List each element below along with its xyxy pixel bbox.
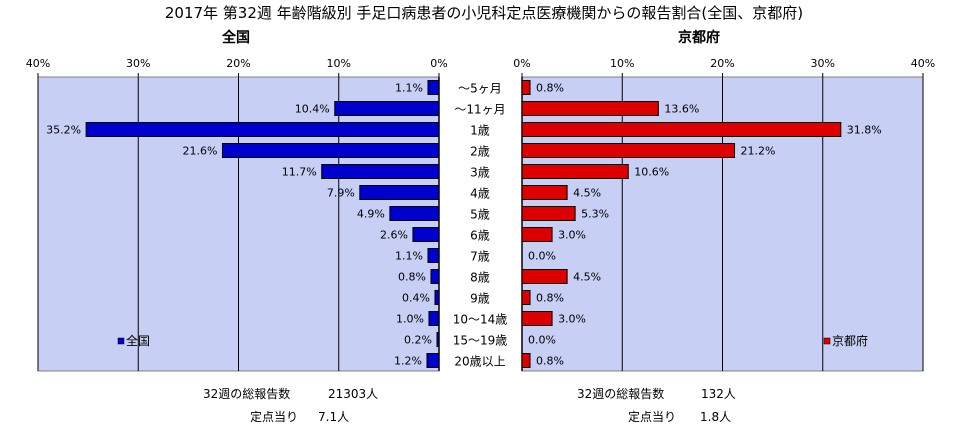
category-label: ～5ヶ月	[458, 82, 502, 96]
kyoto-bar	[521, 311, 553, 326]
kyoto-bar	[521, 80, 531, 95]
kyoto-panel-title: 京都府	[678, 30, 720, 46]
national-tick-label: 10%	[327, 57, 351, 70]
national-data-label: 0.8%	[398, 271, 426, 284]
category-label: 4歳	[470, 187, 490, 201]
kyoto-bar	[521, 227, 553, 242]
national-total-value: 21303人	[328, 387, 379, 401]
kyoto-total-label: 32週の総報告数	[577, 387, 665, 401]
national-tick-label: 0%	[430, 57, 447, 70]
kyoto-data-label: 5.3%	[581, 208, 609, 221]
kyoto-total-value: 132人	[701, 387, 736, 401]
category-label: 20歳以上	[454, 355, 505, 369]
kyoto-bar	[521, 185, 568, 200]
national-data-label: 35.2%	[46, 124, 81, 137]
national-data-label: 11.7%	[282, 166, 317, 179]
kyoto-data-label: 4.5%	[573, 187, 601, 200]
national-data-label: 0.2%	[404, 334, 432, 347]
national-bar	[389, 206, 440, 221]
chart-title: 2017年 第32週 年齢階級別 手足口病患者の小児科定点医療機関からの報告割合…	[164, 4, 804, 22]
category-label: 5歳	[470, 208, 490, 222]
category-label: 15～19歳	[453, 334, 508, 348]
kyoto-bar	[521, 206, 576, 221]
kyoto-data-label: 21.2%	[741, 145, 776, 158]
national-data-label: 7.9%	[327, 187, 355, 200]
kyoto-data-label: 0.8%	[536, 82, 564, 95]
national-panel-title: 全国	[222, 30, 250, 46]
kyoto-tick-label: 30%	[811, 57, 835, 70]
kyoto-data-label: 0.0%	[528, 334, 556, 347]
national-legend-label: 全国	[126, 333, 150, 348]
national-tick-label: 30%	[126, 57, 150, 70]
national-bar	[427, 248, 440, 263]
national-bar	[359, 185, 440, 200]
kyoto-bar	[521, 290, 531, 305]
national-data-label: 1.1%	[395, 82, 423, 95]
national-per-label: 定点当り	[250, 410, 299, 424]
kyoto-tick-label: 40%	[911, 57, 935, 70]
national-bar	[85, 122, 440, 137]
kyoto-bar	[521, 269, 568, 284]
national-data-label: 21.6%	[183, 145, 218, 158]
category-label: 10～14歳	[453, 313, 508, 327]
category-label: 7歳	[470, 250, 490, 264]
kyoto-bar	[521, 164, 629, 179]
kyoto-tick-label: 0%	[513, 57, 530, 70]
national-data-label: 1.1%	[395, 250, 423, 263]
national-bar	[412, 227, 440, 242]
national-data-label: 10.4%	[295, 103, 330, 116]
kyoto-bar	[521, 353, 531, 368]
national-bar	[221, 143, 440, 158]
kyoto-per-label: 定点当り	[628, 410, 677, 424]
national-bar	[321, 164, 440, 179]
national-bar	[426, 353, 440, 368]
national-bar	[428, 311, 440, 326]
category-label: 1歳	[470, 124, 490, 138]
national-bar	[434, 290, 440, 305]
kyoto-legend-label: 京都府	[832, 333, 868, 348]
category-label: 2歳	[470, 145, 490, 159]
national-bar	[430, 269, 440, 284]
national-legend-swatch	[117, 337, 125, 345]
category-label: 6歳	[470, 229, 490, 243]
kyoto-tick-label: 20%	[710, 57, 734, 70]
category-label: 3歳	[470, 166, 490, 180]
category-label: ～11ヶ月	[454, 103, 505, 117]
kyoto-data-label: 31.8%	[847, 124, 882, 137]
kyoto-data-label: 10.6%	[634, 166, 669, 179]
national-data-label: 2.6%	[380, 229, 408, 242]
national-bar	[334, 101, 440, 116]
kyoto-tick-label: 10%	[610, 57, 634, 70]
kyoto-data-label: 13.6%	[664, 103, 699, 116]
kyoto-data-label: 0.0%	[528, 250, 556, 263]
kyoto-data-label: 4.5%	[573, 271, 601, 284]
kyoto-bar	[521, 122, 842, 137]
national-data-label: 0.4%	[402, 292, 430, 305]
category-label: 9歳	[470, 292, 490, 306]
national-bar	[427, 80, 440, 95]
kyoto-per-value: 1.8人	[700, 410, 732, 424]
kyoto-data-label: 0.8%	[536, 292, 564, 305]
national-data-label: 4.9%	[357, 208, 385, 221]
national-per-value: 7.1人	[318, 410, 350, 424]
kyoto-legend-swatch	[823, 337, 831, 345]
kyoto-data-label: 3.0%	[558, 229, 586, 242]
national-data-label: 1.0%	[396, 313, 424, 326]
kyoto-data-label: 0.8%	[536, 355, 564, 368]
kyoto-bar	[521, 101, 659, 116]
national-tick-label: 40%	[26, 57, 50, 70]
national-total-label: 32週の総報告数	[203, 387, 291, 401]
national-bar	[436, 332, 440, 347]
national-tick-label: 20%	[226, 57, 250, 70]
category-label: 8歳	[470, 271, 490, 285]
national-data-label: 1.2%	[394, 355, 422, 368]
kyoto-data-label: 3.0%	[558, 313, 586, 326]
kyoto-bar	[521, 143, 736, 158]
